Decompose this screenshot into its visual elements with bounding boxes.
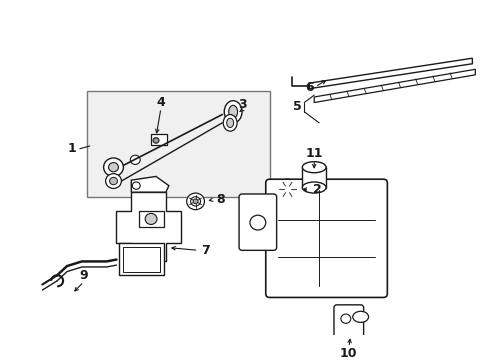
Circle shape <box>186 193 204 210</box>
Text: 8: 8 <box>216 193 224 206</box>
Ellipse shape <box>228 105 237 118</box>
Ellipse shape <box>352 311 368 323</box>
FancyBboxPatch shape <box>265 179 386 297</box>
Text: 6: 6 <box>305 81 313 94</box>
Text: 4: 4 <box>156 96 165 109</box>
Text: 11: 11 <box>305 147 322 160</box>
Ellipse shape <box>223 114 237 131</box>
Circle shape <box>276 179 298 199</box>
Circle shape <box>130 155 140 165</box>
Polygon shape <box>314 69 474 103</box>
Polygon shape <box>131 176 168 192</box>
Text: 3: 3 <box>237 98 246 111</box>
Text: 2: 2 <box>312 183 321 196</box>
Bar <box>123 247 160 271</box>
Circle shape <box>249 215 265 230</box>
Text: 9: 9 <box>80 269 88 282</box>
Text: 1: 1 <box>67 142 76 155</box>
Bar <box>151 134 166 145</box>
Circle shape <box>193 199 198 204</box>
Polygon shape <box>116 192 181 261</box>
Ellipse shape <box>302 182 325 193</box>
Circle shape <box>190 197 200 206</box>
FancyBboxPatch shape <box>239 194 276 250</box>
Circle shape <box>132 182 140 189</box>
Text: 7: 7 <box>201 244 209 257</box>
Bar <box>139 211 163 227</box>
Circle shape <box>103 158 123 176</box>
Circle shape <box>340 314 350 323</box>
FancyBboxPatch shape <box>333 305 363 338</box>
Polygon shape <box>308 58 471 89</box>
Ellipse shape <box>226 118 233 127</box>
Circle shape <box>105 174 121 188</box>
Circle shape <box>280 183 294 196</box>
Circle shape <box>109 177 117 185</box>
Ellipse shape <box>302 162 325 173</box>
Ellipse shape <box>224 101 242 123</box>
Bar <box>302 167 325 188</box>
Bar <box>87 90 269 197</box>
Text: 5: 5 <box>292 100 301 113</box>
Circle shape <box>145 213 157 225</box>
Circle shape <box>284 186 290 192</box>
Circle shape <box>153 138 159 143</box>
Bar <box>119 243 163 275</box>
Circle shape <box>108 163 118 172</box>
Text: 10: 10 <box>339 347 357 360</box>
